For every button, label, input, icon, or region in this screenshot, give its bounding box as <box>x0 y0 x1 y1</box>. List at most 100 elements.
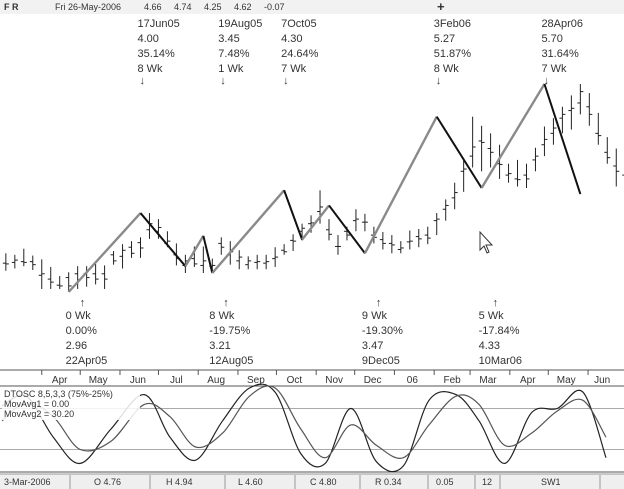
status-high: H 4.94 <box>166 477 193 487</box>
swing-annotation-below: ↑8 Wk -19.75% 3.21 12Aug05 <box>209 297 253 367</box>
annotation-line: 3.45 <box>218 33 239 45</box>
annotation-arrow-icon: ↓ <box>436 75 442 87</box>
oscillator-lines <box>1 383 607 473</box>
annotation-line: 4.30 <box>281 33 302 45</box>
ohlc-bar <box>281 244 288 255</box>
header-close: 4.62 <box>234 2 252 12</box>
status-change: 0.05 <box>436 477 454 487</box>
ohlc-bar <box>577 84 584 115</box>
ohlc-bar <box>379 232 386 250</box>
status-bar: 3-Mar-2006 O 4.76 H 4.94 L 4.60 C 4.80 R… <box>0 473 624 489</box>
ohlc-bar <box>56 276 63 289</box>
swing-lines <box>67 83 582 293</box>
ohlc-bar <box>2 253 9 271</box>
oscillator-legend: DTOSC 8,5,3,3 (75%-25%) MovAvg1 = 0.00 M… <box>2 388 140 420</box>
oscillator-series-line <box>1 383 607 473</box>
annotation-line: 31.64% <box>541 48 579 60</box>
mouse-cursor-icon <box>479 230 494 254</box>
ohlc-bar <box>272 247 279 267</box>
oscillator-series-line <box>1 385 607 459</box>
x-axis-label: Jun <box>594 375 610 386</box>
annotation-arrow-icon: ↓ <box>543 75 549 87</box>
ohlc-bar <box>451 182 458 210</box>
ohlc-bar <box>415 228 422 248</box>
x-axis-label: Aug <box>207 375 225 386</box>
header-open: 4.66 <box>144 2 162 12</box>
swing-annotation-above: 17Jun05 4.00 35.14% 8 Wk↓ <box>137 18 179 87</box>
annotation-line: -19.30% <box>362 325 403 337</box>
annotation-line: 8 Wk <box>209 310 235 322</box>
annotation-line: 19Aug05 <box>218 18 262 30</box>
swing-down-leg <box>283 189 304 240</box>
header-symbol: F R <box>4 2 19 12</box>
ohlc-bar <box>119 244 126 269</box>
ohlc-bar <box>200 246 207 274</box>
x-axis-label: Mar <box>479 375 497 386</box>
annotation-line: 7 Wk <box>541 63 567 75</box>
annotation-arrow-icon: ↓ <box>283 75 289 87</box>
ohlc-bar <box>523 163 530 188</box>
ohlc-bar <box>236 250 243 270</box>
swing-annotation-above: 19Aug05 3.45 7.48% 1 Wk↓ <box>218 18 262 87</box>
ohlc-bar <box>478 125 485 172</box>
swing-down-leg <box>202 235 214 274</box>
legend-movavg2: MovAvg2 = 30.20 <box>4 409 74 419</box>
header-low: 4.25 <box>204 2 222 12</box>
legend-dtosc: DTOSC 8,5,3,3 (75%-25%) <box>4 389 113 399</box>
annotation-line: -17.84% <box>479 325 520 337</box>
header-high: 4.74 <box>174 2 192 12</box>
swing-up-leg <box>363 116 438 254</box>
annotation-line: 4.33 <box>479 340 500 352</box>
ohlc-bar <box>460 159 467 192</box>
ohlc-bar <box>532 147 539 172</box>
ohlc-bar <box>128 241 135 258</box>
swing-annotation-above: 28Apr06 5.70 31.64% 7 Wk↓ <box>541 18 583 87</box>
annotation-line: 0.00% <box>66 325 97 337</box>
ohlc-bar <box>254 254 261 270</box>
ohlc-bar <box>326 219 333 241</box>
ohlc-bar <box>397 241 404 254</box>
oscillator-panel: DTOSC 8,5,3,3 (75%-25%) MovAvg1 = 0.00 M… <box>0 383 624 473</box>
ohlc-bar <box>586 93 593 126</box>
swing-up-leg <box>211 189 286 274</box>
annotation-line: 7.48% <box>218 48 249 60</box>
swing-up-leg <box>184 235 205 267</box>
x-axis-label: Oct <box>287 375 303 386</box>
annotation-line: 12Aug05 <box>209 355 253 367</box>
x-axis-label: 06 <box>407 375 419 386</box>
annotation-arrow-icon: ↑ <box>223 297 229 309</box>
annotation-line: 51.87% <box>434 48 472 60</box>
annotation-arrow-icon: ↓ <box>220 75 226 87</box>
ohlc-bar <box>334 235 341 255</box>
x-axis-label: Jun <box>130 375 146 386</box>
header-bar: F R Fri 26-May-2006 4.66 4.74 4.25 4.62 … <box>0 0 624 14</box>
ohlc-bar <box>92 263 99 285</box>
ohlc-bar <box>406 230 413 250</box>
swing-down-leg <box>328 204 366 254</box>
annotation-line: 5 Wk <box>479 310 505 322</box>
swing-annotation-below: ↑9 Wk -19.30% 3.47 9Dec05 <box>362 297 403 367</box>
annotation-arrow-icon: ↑ <box>376 297 382 309</box>
x-axis-label: Nov <box>325 375 343 386</box>
annotation-line: 3.21 <box>209 340 230 352</box>
annotation-line: 28Apr06 <box>541 18 583 30</box>
ohlc-bar <box>604 137 611 164</box>
status-close: C 4.80 <box>310 477 337 487</box>
annotation-line: 17Jun05 <box>137 18 179 30</box>
swing-annotation-above: 7Oct05 4.30 24.64% 7 Wk↓ <box>281 18 319 87</box>
ohlc-bar <box>433 213 440 236</box>
ohlc-bar <box>442 199 449 221</box>
x-axis-label: May <box>89 375 108 386</box>
annotation-line: 5.27 <box>434 33 455 45</box>
ohlc-bar <box>245 256 252 270</box>
annotation-line: 7Oct05 <box>281 18 316 30</box>
ohlc-bar <box>559 106 566 134</box>
ohlc-bar <box>290 234 297 252</box>
swing-annotation-below: ↑5 Wk -17.84% 4.33 10Mar06 <box>479 297 522 367</box>
x-axis: Apr May Jun Jul Aug Sep Oct Nov Dec 06 Feb Mar Apr Ma… <box>0 369 624 386</box>
ohlc-bar <box>65 272 72 292</box>
x-axis-label: Sep <box>247 375 265 386</box>
